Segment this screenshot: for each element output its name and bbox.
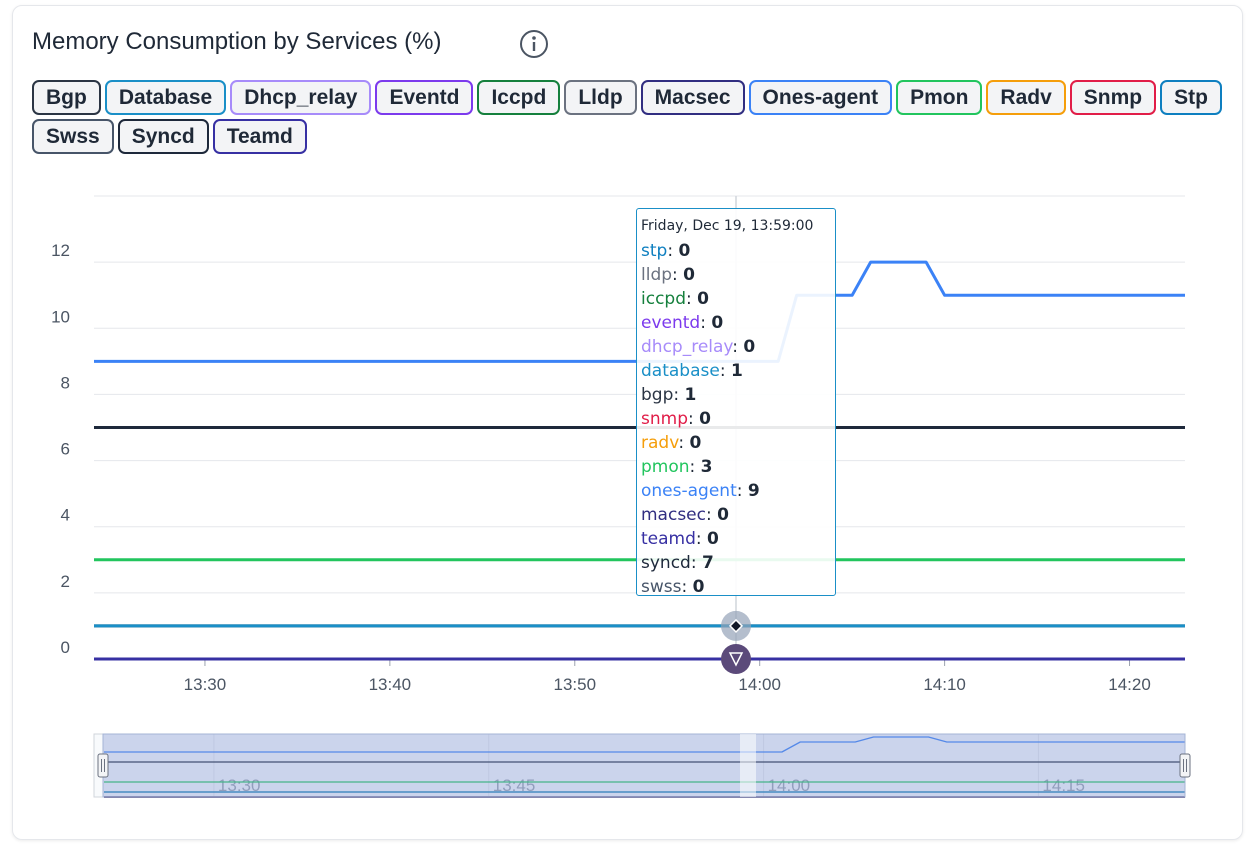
pointer-symbol	[728, 652, 744, 667]
y-tick-label: 12	[51, 241, 70, 260]
chart-title: Memory Consumption by Services (%)	[32, 28, 442, 55]
tooltip-name: stp	[641, 241, 678, 261]
legend-item[interactable]: Ones-agent	[748, 80, 893, 115]
tooltip-name: iccpd	[641, 289, 697, 309]
info-icon[interactable]	[518, 29, 550, 61]
legend-item[interactable]: Bgp	[32, 80, 101, 115]
tooltip-row: dhcp_relay0	[641, 335, 831, 359]
tooltip-value: 1	[684, 385, 697, 405]
tooltip-value: 0	[678, 241, 691, 261]
legend-item[interactable]: Syncd	[117, 119, 209, 154]
legend-item[interactable]: Database	[104, 80, 227, 115]
x-tick-label: 14:20	[1108, 675, 1151, 694]
legend: Bgp Database Dhcp_relay Eventd Iccpd Lldp Macs…	[32, 80, 1232, 154]
x-tick-label: 14:10	[923, 675, 966, 694]
tooltip-value: 0	[711, 313, 724, 333]
tooltip-value: 0	[692, 577, 705, 597]
x-tick-label: 13:30	[184, 675, 227, 694]
x-tick-label: 13:40	[369, 675, 412, 694]
tooltip-value: 7	[701, 553, 714, 573]
legend-item[interactable]: Radv	[986, 80, 1066, 115]
legend-item[interactable]: Teamd	[212, 119, 307, 154]
legend-item[interactable]: Swss	[32, 119, 114, 154]
tooltip-value: 9	[747, 481, 760, 501]
legend-item[interactable]: Snmp	[1069, 80, 1157, 115]
tooltip-value: 0	[717, 505, 729, 525]
tooltip-name: database	[641, 361, 731, 381]
tooltip-name: swss	[641, 577, 693, 597]
tooltip-name: syncd	[641, 553, 702, 573]
y-tick-label: 8	[61, 373, 70, 392]
tooltip-name: bgp	[641, 385, 685, 405]
tooltip-value: 0	[689, 433, 702, 453]
tooltip-value: 0	[707, 529, 719, 549]
legend-item[interactable]: Macsec	[640, 80, 745, 115]
pointer-dot	[721, 644, 751, 674]
y-tick-label: 4	[61, 506, 70, 525]
zoom-tick-label: 13:45	[493, 776, 536, 795]
tooltip-row: swss0	[641, 575, 831, 599]
zoom-handle[interactable]	[1179, 753, 1191, 778]
tooltip-name: dhcp_relay	[641, 337, 743, 357]
zoom-tick-label: 14:00	[768, 776, 811, 795]
tooltip-row: lldp0	[641, 263, 831, 287]
card	[12, 5, 1243, 840]
tooltip-name: macsec	[641, 505, 717, 525]
tooltip-row: eventd0	[641, 311, 831, 335]
legend-item[interactable]: Eventd	[375, 80, 474, 115]
tooltip-row: teamd0	[641, 527, 831, 551]
tooltip-name: teamd	[641, 529, 707, 549]
tooltip-value: 0	[699, 409, 711, 429]
legend-item[interactable]: Lldp	[564, 80, 637, 115]
tooltip-row: bgp1	[641, 383, 831, 407]
tooltip-name: snmp	[641, 409, 699, 429]
pointer-symbol	[728, 618, 744, 633]
legend-item[interactable]: Iccpd	[477, 80, 561, 115]
zoom-line	[104, 736, 1185, 753]
legend-item[interactable]: Stp	[1160, 80, 1222, 115]
tooltip-value: 1	[730, 361, 743, 381]
tooltip-value: 3	[700, 457, 713, 477]
zoom-gap	[740, 734, 756, 797]
tooltip-value: 0	[683, 265, 696, 285]
x-tick-label: 14:00	[738, 675, 781, 694]
y-tick-label: 0	[61, 638, 70, 657]
legend-item[interactable]: Dhcp_relay	[230, 80, 372, 115]
tooltip-row: pmon3	[641, 455, 831, 479]
zoom-tick-label: 14:15	[1042, 776, 1085, 795]
tooltip-row: radv0	[641, 431, 831, 455]
tooltip-name: radv	[641, 433, 689, 453]
tooltip-name: pmon	[641, 457, 701, 477]
tooltip-title: Friday, Dec 19, 13:59:00	[641, 218, 814, 234]
tooltip-row: iccpd0	[641, 287, 831, 311]
zoom-tick-label: 13:30	[218, 776, 261, 795]
y-tick-label: 10	[51, 307, 70, 326]
y-tick-label: 2	[61, 572, 70, 591]
tooltip-value: 0	[743, 337, 756, 357]
tooltip-row: database1	[641, 359, 831, 383]
tooltip: Friday, Dec 19, 13:59:00stp0lldp0iccpd0e…	[636, 208, 836, 599]
tooltip-row: snmp0	[641, 407, 831, 431]
zoom-window	[102, 733, 1186, 798]
tooltip-row: ones-agent9	[641, 479, 831, 503]
legend-item[interactable]: Pmon	[896, 80, 983, 115]
tooltip-row: macsec0	[641, 503, 831, 527]
zoom-handle[interactable]	[97, 753, 109, 778]
tooltip-name: ones-agent	[641, 481, 748, 501]
tooltip-row: stp0	[641, 239, 831, 263]
tooltip-name: lldp	[641, 265, 683, 285]
tooltip-value: 0	[697, 289, 709, 309]
tooltip-name: eventd	[641, 313, 711, 333]
x-tick-label: 13:50	[554, 675, 597, 694]
tooltip-row: syncd7	[641, 551, 831, 575]
y-tick-label: 6	[61, 440, 70, 459]
